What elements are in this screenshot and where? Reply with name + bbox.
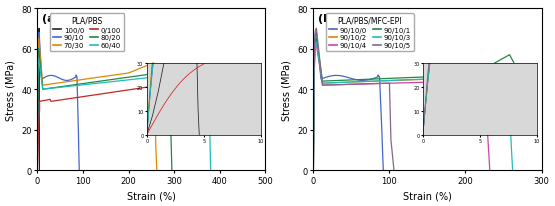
X-axis label: Strain (%): Strain (%) <box>403 191 452 200</box>
Legend: 100/0, 90/10, 70/30, 0/100, 80/20, 60/40: 100/0, 90/10, 70/30, 0/100, 80/20, 60/40 <box>50 14 124 52</box>
Text: (b): (b) <box>318 14 336 24</box>
Y-axis label: Stress (MPa): Stress (MPa) <box>6 60 16 120</box>
Text: (a): (a) <box>42 14 59 24</box>
Legend: 90/10/0, 90/10/2, 90/10/4, 90/10/1, 90/10/3, 90/10/5: 90/10/0, 90/10/2, 90/10/4, 90/10/1, 90/1… <box>326 14 414 52</box>
Y-axis label: Stress (MPa): Stress (MPa) <box>281 60 291 120</box>
X-axis label: Strain (%): Strain (%) <box>127 191 176 200</box>
